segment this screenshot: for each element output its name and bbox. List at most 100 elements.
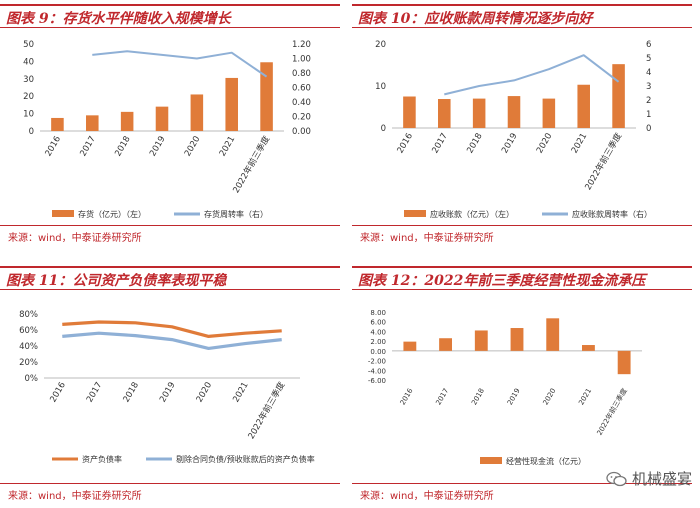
legend-label: 经营性现金流（亿元） bbox=[506, 456, 586, 466]
chart-title-bar: 图表 10：应收账款周转情况逐步向好 bbox=[352, 4, 692, 28]
y2-tick-label: 0.60 bbox=[292, 84, 311, 94]
x-tick-label: 2018 bbox=[122, 381, 141, 405]
bar bbox=[542, 98, 556, 128]
chart-title-bar: 图表 11：公司资产负债率表现平稳 bbox=[0, 266, 340, 290]
bar bbox=[51, 117, 64, 131]
x-tick-label: 2020 bbox=[195, 381, 214, 405]
y-tick-label: 30 bbox=[23, 75, 34, 85]
bar bbox=[617, 350, 631, 375]
watermark-text: 机械盛宴 bbox=[631, 470, 692, 488]
bar bbox=[546, 318, 560, 351]
y-tick-label: 0 bbox=[381, 124, 386, 134]
x-tick-label: 2018 bbox=[465, 132, 484, 156]
y2-tick-label: 5 bbox=[646, 54, 651, 64]
x-tick-label: 2022年前三季度 bbox=[583, 131, 625, 192]
legend-swatch bbox=[480, 457, 502, 464]
y2-tick-label: 4 bbox=[646, 68, 651, 78]
x-tick-label: 2016 bbox=[48, 381, 67, 405]
x-tick-label: 2021 bbox=[218, 135, 237, 159]
watermark: 机械盛宴 bbox=[606, 468, 692, 489]
series-line bbox=[92, 50, 268, 78]
y2-tick-label: 0 bbox=[646, 124, 651, 134]
bar bbox=[120, 111, 134, 131]
wechat-icon bbox=[606, 471, 628, 487]
panel-chart-11: 图表 11：公司资产负债率表现平稳 0% 20% 40% 60% 80% 2016 2017… bbox=[0, 266, 340, 506]
x-tick-label: 2016 bbox=[396, 132, 415, 156]
x-tick-label: 2018 bbox=[470, 387, 486, 406]
source-note: 来源：wind，中泰证券研究所 bbox=[8, 491, 142, 502]
x-tick-label: 2017 bbox=[434, 387, 450, 406]
panel-chart-10: 图表 10：应收账款周转情况逐步向好 0 10 20 0 1 2 3 4 5 6 2016 2017 2… bbox=[352, 4, 692, 250]
y-tick-label: 50 bbox=[23, 40, 34, 50]
chart-12-svg: -6.00 -4.00-2.00 0.00 2.00 4.006.00 8.00 2016 2… bbox=[368, 309, 642, 466]
bar bbox=[474, 330, 488, 351]
chart-title-bar: 图表 12：2022年前三季度经营性现金流承压 bbox=[352, 266, 692, 290]
legend-label: 应收账款（亿元）（左） bbox=[430, 209, 514, 219]
y2-tick-label: 0.40 bbox=[292, 98, 311, 108]
panel-chart-9: 图表 9：存货水平伴随收入规模增长 0 10 20 30 40 50 0.00 0.20 0.4… bbox=[0, 4, 340, 250]
y-tick-label: 2.00 bbox=[370, 338, 386, 346]
y-tick-label: -6.00 bbox=[368, 377, 386, 385]
bar bbox=[260, 62, 273, 131]
source-note: 来源：wind，中泰证券研究所 bbox=[360, 491, 494, 502]
legend-label: 存货（亿元）（左） bbox=[78, 209, 146, 219]
x-tick-label: 2021 bbox=[231, 381, 250, 405]
x-tick-label: 2016 bbox=[44, 135, 63, 159]
y-tick-label: 8.00 bbox=[370, 309, 386, 317]
chart-10-svg: 0 10 20 0 1 2 3 4 5 6 2016 2017 2018 2019 2020 20212022… bbox=[375, 40, 652, 219]
x-tick-label: 2017 bbox=[85, 381, 104, 405]
y-tick-label: 0.00 bbox=[370, 348, 386, 356]
y2-tick-label: 3 bbox=[646, 82, 651, 92]
x-tick-label: 2022年前三季度 bbox=[246, 380, 288, 441]
x-tick-label: 2019 bbox=[148, 135, 167, 159]
chart-9-svg: 0 10 20 30 40 50 0.00 0.20 0.40 0.60 0.80 1.00 1.20 2… bbox=[23, 40, 311, 219]
legend-label: 剔除合同负债/预收账款后的资产负债率 bbox=[176, 454, 315, 464]
x-tick-label: 2020 bbox=[535, 132, 554, 156]
chart-title: 图表 10：应收账款周转情况逐步向好 bbox=[358, 11, 593, 27]
legend-swatch bbox=[404, 210, 426, 217]
source-note: 来源：wind，中泰证券研究所 bbox=[8, 233, 142, 244]
y-tick-label: 20% bbox=[19, 358, 38, 368]
y-tick-label: 40 bbox=[23, 57, 34, 67]
source-divider bbox=[352, 225, 692, 226]
y2-tick-label: 1.00 bbox=[292, 55, 311, 65]
bar bbox=[507, 96, 521, 128]
bar bbox=[155, 106, 169, 131]
y-tick-label: -4.00 bbox=[368, 367, 386, 375]
bar bbox=[439, 338, 452, 351]
y-tick-label: 20 bbox=[375, 40, 386, 50]
bar bbox=[403, 341, 417, 351]
x-tick-label: 2017 bbox=[78, 135, 97, 159]
chart-title: 图表 11：公司资产负债率表现平稳 bbox=[6, 273, 227, 289]
bar bbox=[225, 77, 238, 131]
bar bbox=[86, 115, 99, 131]
legend-label: 资产负债率 bbox=[82, 454, 122, 464]
y-tick-label: -2.00 bbox=[368, 358, 386, 366]
x-tick-label: 2020 bbox=[183, 135, 202, 159]
chart-title: 图表 9：存货水平伴随收入规模增长 bbox=[6, 11, 231, 27]
series-line bbox=[444, 54, 620, 96]
bar bbox=[190, 94, 204, 131]
bar bbox=[472, 98, 486, 128]
y2-tick-label: 1.20 bbox=[292, 40, 311, 50]
y2-tick-label: 6 bbox=[646, 40, 651, 50]
x-tick-label: 2020 bbox=[542, 387, 558, 406]
legend-label: 存货周转率（右） bbox=[204, 209, 268, 219]
y2-tick-label: 2 bbox=[646, 96, 651, 106]
legend-swatch bbox=[52, 210, 74, 217]
bar bbox=[510, 328, 524, 351]
y2-tick-label: 1 bbox=[646, 110, 651, 120]
x-tick-label: 2016 bbox=[399, 387, 415, 407]
x-tick-label: 2018 bbox=[113, 135, 132, 159]
bar bbox=[582, 345, 595, 351]
source-divider bbox=[0, 225, 340, 226]
bar bbox=[612, 64, 625, 128]
y2-tick-label: 0.00 bbox=[292, 127, 311, 137]
bar bbox=[438, 99, 451, 128]
y-tick-label: 20 bbox=[23, 92, 34, 102]
series-line bbox=[62, 331, 282, 351]
y-tick-label: 60% bbox=[19, 326, 38, 336]
x-tick-label: 2017 bbox=[430, 132, 449, 156]
legend-label: 应收账款周转率（右） bbox=[572, 209, 652, 219]
x-tick-label: 2019 bbox=[506, 387, 522, 406]
